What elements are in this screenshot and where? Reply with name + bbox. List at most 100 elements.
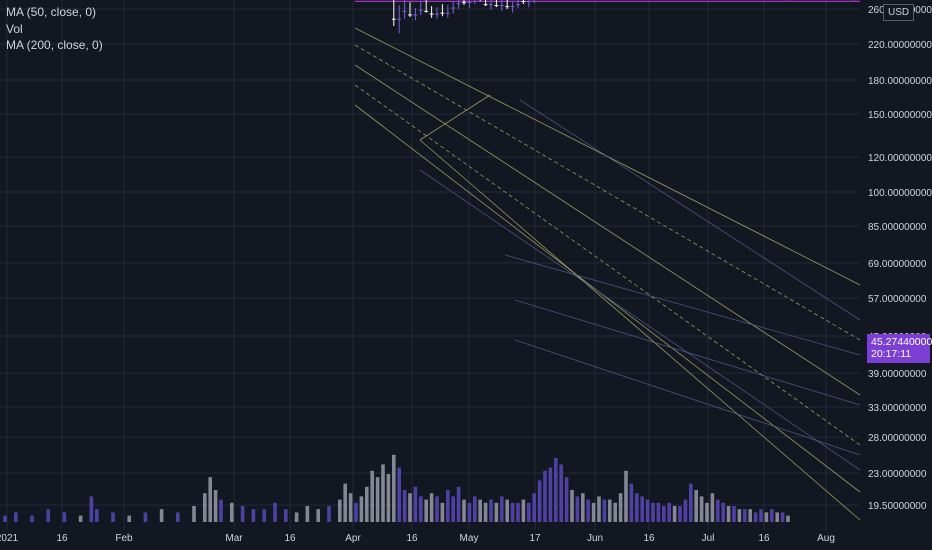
- volume-bar: [559, 464, 563, 522]
- volume-bar: [786, 515, 790, 522]
- channel-line: [419, 169, 861, 471]
- x-tick-label: Apr: [345, 533, 361, 544]
- volume-bar: [365, 486, 369, 522]
- volume-bar: [537, 480, 542, 522]
- volume-bar: [348, 493, 353, 522]
- y-tick-label: 39.00000000: [868, 369, 927, 380]
- volume-bar: [500, 496, 504, 522]
- volume-bar: [359, 496, 364, 522]
- fib-retracement: 0.786(162.41572710)0.618(120.43092081)0.…: [355, 0, 860, 2]
- volume-bar: [667, 502, 671, 522]
- volume-bar: [710, 493, 715, 522]
- volume-bar: [527, 502, 531, 522]
- volume-bar: [240, 506, 245, 522]
- volume-bar: [543, 470, 547, 522]
- volume-bar: [213, 490, 218, 522]
- legend-ma50[interactable]: MA (50, close, 0): [6, 5, 97, 19]
- volume-bar: [689, 483, 693, 522]
- volume-bar: [143, 512, 148, 522]
- y-tick-label: 19.50000000: [868, 501, 927, 512]
- candle-body: [418, 9, 423, 11]
- volume-bar: [532, 493, 536, 522]
- candle-body: [391, 18, 396, 20]
- volume-bar: [46, 509, 50, 522]
- volume-bar: [462, 499, 466, 522]
- y-tick-label: 57.00000000: [868, 294, 927, 305]
- volume-bar: [473, 496, 477, 522]
- volume-bar: [662, 506, 666, 522]
- volume-bar: [251, 509, 256, 522]
- volume-bar: [737, 509, 742, 522]
- y-tick-label: 33.00000000: [868, 403, 927, 414]
- volume-bar: [89, 496, 94, 522]
- volume-bar: [408, 493, 412, 522]
- volume-bar: [440, 502, 445, 522]
- last-price-box: 45.27440000 20:17:11: [867, 334, 932, 363]
- x-tick-label: Aug: [817, 533, 835, 544]
- legend-ma200[interactable]: MA (200, close, 0): [6, 38, 103, 52]
- price-axis: 260.00000000220.00000000180.00000000150.…: [868, 5, 932, 512]
- candle-body: [440, 12, 445, 14]
- legend-vol[interactable]: Vol: [6, 21, 23, 36]
- volume-bar: [575, 496, 580, 522]
- volume-bar: [656, 502, 661, 522]
- indicator-legend: MA (50, close, 0) Vol MA (200, close, 0): [6, 4, 103, 54]
- volume-bar: [159, 509, 164, 522]
- volume-bar: [262, 509, 266, 522]
- volume-bar: [402, 490, 407, 522]
- candle-body: [408, 14, 412, 16]
- volume-bar: [95, 509, 99, 522]
- volume-bar: [435, 496, 439, 522]
- volume-bar: [316, 509, 320, 522]
- candle-body: [397, 18, 402, 20]
- volume-bar: [381, 464, 385, 522]
- volume-bar: [456, 486, 461, 522]
- channel-line: [504, 254, 861, 356]
- volume-bar: [770, 509, 774, 522]
- candle-body: [424, 10, 429, 12]
- y-tick-label: 100.00000000: [868, 188, 932, 199]
- volume-bar: [429, 493, 434, 522]
- y-tick-label: 69.00000000: [868, 259, 927, 270]
- x-tick-label: 16: [284, 533, 296, 544]
- candle-body: [526, 1, 531, 3]
- volume-bar: [705, 502, 709, 522]
- volume-bar: [30, 515, 34, 522]
- volume-bar: [516, 502, 520, 522]
- volume-bar: [635, 493, 639, 522]
- bar-countdown: 20:17:11: [871, 348, 912, 360]
- volume-bar: [338, 499, 342, 522]
- volume-bar: [780, 512, 785, 522]
- volume-bar: [581, 493, 585, 522]
- volume-bar: [602, 499, 607, 522]
- volume-bar: [510, 502, 515, 522]
- volume-bar: [127, 515, 131, 522]
- volume-bar: [489, 499, 493, 522]
- volume-bar: [651, 502, 655, 522]
- chart-grid: [0, 0, 860, 530]
- volume-bar: [284, 509, 288, 522]
- volume-bar: [446, 490, 450, 522]
- volume-bar: [424, 499, 428, 522]
- volume-bar: [591, 502, 596, 522]
- candle-body: [462, 2, 466, 4]
- fib-label: 0.786(162.41572710): [762, 0, 858, 1]
- candle-body: [456, 3, 461, 5]
- x-tick-label: 16: [406, 533, 418, 544]
- volume-bar: [467, 502, 472, 522]
- channel-line: [419, 94, 491, 141]
- last-price-value: 45.27440000: [871, 336, 932, 348]
- candle-body: [516, 4, 520, 6]
- candle-body: [467, 2, 472, 4]
- volume-bar: [305, 506, 310, 522]
- y-tick-label: 180.00000000: [868, 76, 932, 87]
- currency-label[interactable]: USD: [883, 4, 915, 21]
- candle-body: [494, 5, 499, 7]
- volume-bar: [451, 496, 455, 522]
- x-tick-label: 16: [56, 533, 68, 544]
- channel-line: [354, 104, 861, 493]
- candle-body: [451, 7, 456, 9]
- volume-bar: [618, 493, 623, 522]
- candle-body: [402, 10, 407, 12]
